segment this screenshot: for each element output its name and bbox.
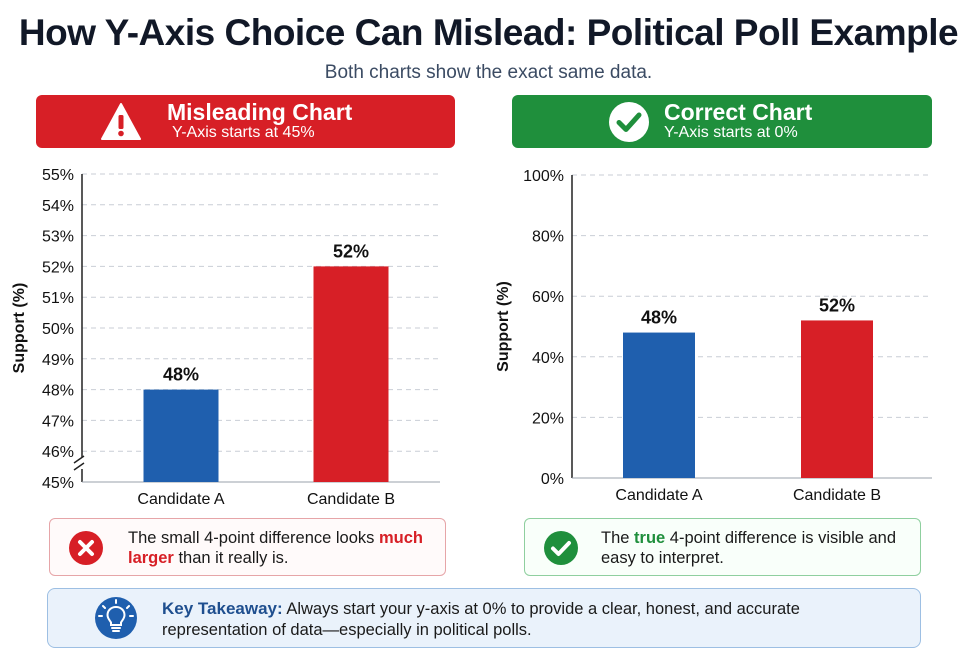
x-tick-label: Candidate B bbox=[793, 487, 881, 504]
y-tick-label: 80% bbox=[532, 229, 564, 246]
y-tick-label: 46% bbox=[42, 444, 74, 461]
data-label: 52% bbox=[819, 295, 855, 315]
bar-candidate-a bbox=[143, 389, 219, 482]
correct-chart-title: Correct Chart bbox=[664, 99, 813, 125]
misleading-bar-chart: 45% 46% 47% 48% 49% 50% 51% 52% 53% 54% 55% Support… bbox=[11, 167, 440, 508]
bar-candidate-b bbox=[313, 266, 389, 482]
key-takeaway-body: Always start your y-axis at 0% to provid… bbox=[162, 600, 800, 639]
y-tick-label: 48% bbox=[42, 383, 74, 400]
y-tick-label: 51% bbox=[42, 290, 74, 307]
note-emphasis: much larger bbox=[128, 529, 424, 567]
correct-note: The true 4-point difference is visible a… bbox=[524, 518, 921, 576]
correct-chart-subtitle: Y-Axis starts at 0% bbox=[664, 124, 798, 141]
page-subtitle: Both charts show the exact same data. bbox=[324, 62, 653, 83]
y-axis-label: Support (%) bbox=[11, 283, 28, 374]
y-tick-label: 100% bbox=[523, 168, 564, 185]
y-tick-label: 60% bbox=[532, 289, 564, 306]
note-text-start: The bbox=[601, 529, 635, 547]
check-circle-icon bbox=[544, 531, 578, 565]
note-text-end: 4-point difference is visible and easy t… bbox=[601, 529, 897, 567]
data-label: 48% bbox=[163, 365, 199, 385]
misleading-chart-banner: Misleading Chart Y-Axis starts at 45% bbox=[36, 95, 455, 148]
correct-note-text: The true 4-point difference is visible a… bbox=[601, 528, 911, 568]
note-text-end: than it really is. bbox=[173, 549, 289, 567]
misleading-chart-title: Misleading Chart bbox=[167, 99, 353, 125]
page-title: How Y-Axis Choice Can Mislead: Political… bbox=[18, 12, 959, 53]
bar-candidate-a bbox=[623, 332, 695, 478]
y-tick-label: 54% bbox=[42, 198, 74, 215]
y-tick-label: 55% bbox=[42, 167, 74, 184]
y-tick-label: 45% bbox=[42, 475, 74, 492]
misleading-note-text: The small 4-point difference looks much … bbox=[128, 528, 438, 568]
key-takeaway-text: Key Takeaway: Always start your y-axis a… bbox=[162, 598, 902, 641]
checkmark-icon bbox=[609, 102, 649, 142]
axis-break-mark bbox=[73, 455, 85, 471]
x-tick-label: Candidate A bbox=[615, 487, 703, 504]
key-takeaway-box: Key Takeaway: Always start your y-axis a… bbox=[47, 588, 921, 648]
data-label: 52% bbox=[333, 241, 369, 261]
warning-icon bbox=[101, 103, 141, 140]
key-takeaway-label: Key Takeaway: bbox=[162, 599, 283, 618]
correct-chart-banner: Correct Chart Y-Axis starts at 0% bbox=[512, 95, 932, 148]
y-axis-label: Support (%) bbox=[495, 281, 512, 372]
data-label: 48% bbox=[641, 308, 677, 328]
y-tick-label: 47% bbox=[42, 413, 74, 430]
y-tick-label: 52% bbox=[42, 259, 74, 276]
lightbulb-icon bbox=[95, 597, 137, 639]
note-text-start: The small 4-point difference looks bbox=[128, 529, 379, 547]
y-tick-label: 50% bbox=[42, 321, 74, 338]
note-emphasis: true bbox=[634, 529, 666, 547]
y-tick-label: 20% bbox=[532, 410, 564, 427]
x-tick-label: Candidate B bbox=[307, 491, 395, 508]
x-tick-label: Candidate A bbox=[137, 491, 225, 508]
bar-candidate-b bbox=[801, 320, 873, 478]
y-tick-label: 0% bbox=[541, 471, 564, 488]
x-circle-icon bbox=[69, 531, 103, 565]
correct-bar-chart: 0% 20% 40% 60% 80% 100% Support (%) 48% Candidat… bbox=[495, 168, 932, 504]
y-tick-label: 53% bbox=[42, 229, 74, 246]
y-tick-label: 40% bbox=[532, 350, 564, 367]
misleading-chart-subtitle: Y-Axis starts at 45% bbox=[172, 124, 315, 141]
y-tick-label: 49% bbox=[42, 352, 74, 369]
misleading-note: The small 4-point difference looks much … bbox=[49, 518, 446, 576]
